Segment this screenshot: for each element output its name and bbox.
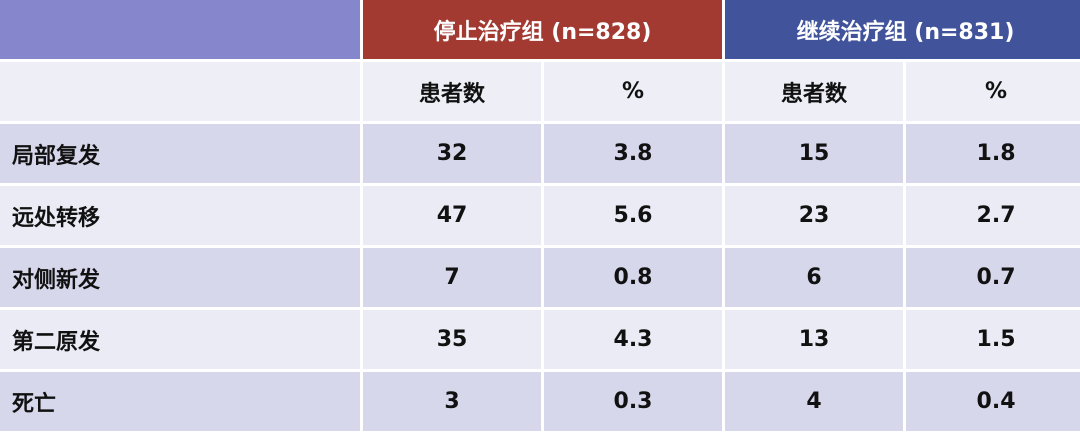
stop-count-cell: 7 xyxy=(363,248,541,307)
stop-percent-cell: 4.3 xyxy=(544,310,723,369)
continue-percent-cell: 1.8 xyxy=(906,124,1080,183)
stop-count-cell: 3 xyxy=(363,372,541,431)
stop-percent-cell: 0.8 xyxy=(544,248,723,307)
continue-count-cell: 6 xyxy=(725,248,904,307)
corner-cell xyxy=(0,0,360,59)
stop-percent-cell: 3.8 xyxy=(544,124,723,183)
continue-percent-cell: 0.7 xyxy=(906,248,1080,307)
row-label: 第二原发 xyxy=(0,310,360,369)
stop-percent-header: % xyxy=(544,62,723,121)
row-label: 死亡 xyxy=(0,372,360,431)
blank-cell xyxy=(0,62,360,121)
continue-percent-cell: 2.7 xyxy=(906,186,1080,245)
subheader-row: 患者数 % 患者数 % xyxy=(0,62,1080,121)
continue-count-cell: 13 xyxy=(725,310,904,369)
stop-count-header: 患者数 xyxy=(363,62,541,121)
group-header-row: 停止治疗组 (n=828) 继续治疗组 (n=831) xyxy=(0,0,1080,59)
row-label: 对侧新发 xyxy=(0,248,360,307)
continue-count-cell: 15 xyxy=(725,124,904,183)
stop-count-cell: 47 xyxy=(363,186,541,245)
continue-count-cell: 4 xyxy=(725,372,904,431)
table-row: 远处转移 47 5.6 23 2.7 xyxy=(0,186,1080,245)
stop-count-cell: 32 xyxy=(363,124,541,183)
continue-percent-cell: 1.5 xyxy=(906,310,1080,369)
stop-count-cell: 35 xyxy=(363,310,541,369)
row-label: 远处转移 xyxy=(0,186,360,245)
table-row: 对侧新发 7 0.8 6 0.7 xyxy=(0,248,1080,307)
table-row: 第二原发 35 4.3 13 1.5 xyxy=(0,310,1080,369)
row-label: 局部复发 xyxy=(0,124,360,183)
group-stop-header: 停止治疗组 (n=828) xyxy=(363,0,723,59)
continue-percent-header: % xyxy=(906,62,1080,121)
stop-percent-cell: 5.6 xyxy=(544,186,723,245)
table-row: 死亡 3 0.3 4 0.4 xyxy=(0,372,1080,431)
table-row: 局部复发 32 3.8 15 1.8 xyxy=(0,124,1080,183)
continue-count-header: 患者数 xyxy=(725,62,904,121)
group-continue-header: 继续治疗组 (n=831) xyxy=(725,0,1080,59)
continue-count-cell: 23 xyxy=(725,186,904,245)
stop-percent-cell: 0.3 xyxy=(544,372,723,431)
continue-percent-cell: 0.4 xyxy=(906,372,1080,431)
